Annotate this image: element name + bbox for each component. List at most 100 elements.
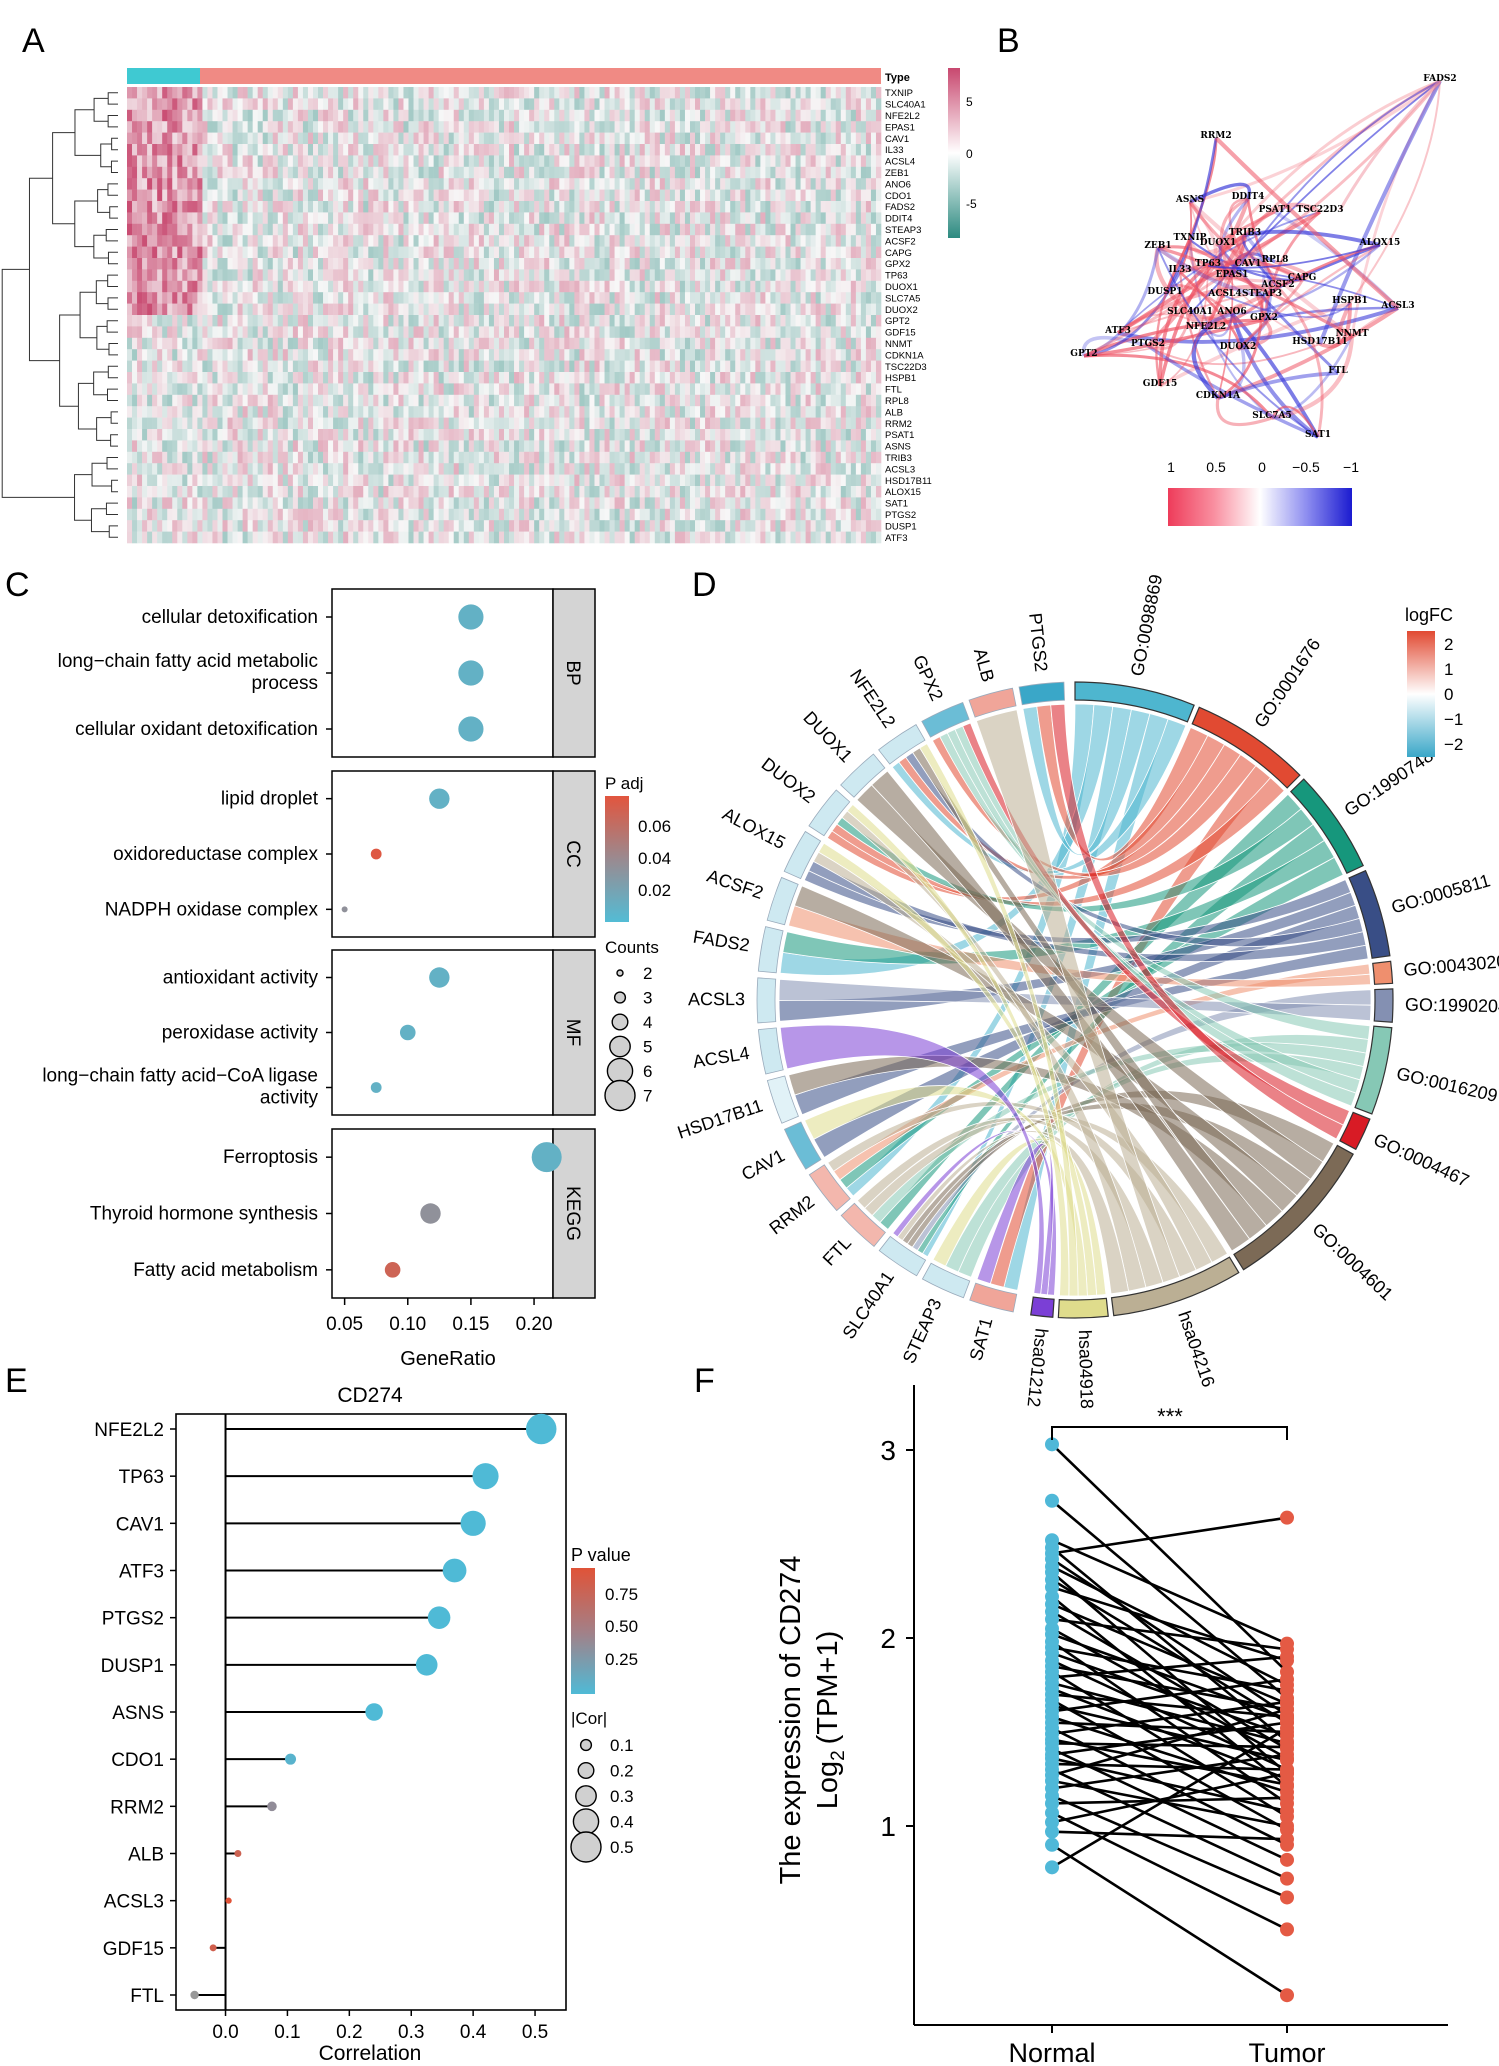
heatmap-cell: [353, 144, 359, 156]
heatmap-cell: [488, 144, 495, 156]
dendrogram-branch: [107, 251, 118, 265]
heatmap-cell: [725, 383, 731, 396]
heatmap-cell: [790, 429, 796, 441]
heatmap-cell: [232, 178, 238, 190]
heatmap-cell: [443, 280, 450, 293]
heatmap-cell: [433, 451, 439, 464]
heatmap-cell: [730, 132, 736, 145]
heatmap-cell: [614, 406, 620, 418]
heatmap-cell: [272, 178, 279, 190]
heatmap-cell: [343, 303, 349, 316]
heatmap-cell: [207, 201, 213, 213]
heatmap-cell: [524, 109, 530, 122]
heatmap-cell: [262, 394, 269, 407]
heatmap-cell: [684, 372, 691, 384]
heatmap-cell: [378, 451, 384, 464]
heatmap-cell: [333, 451, 339, 464]
heatmap-cell: [850, 451, 857, 464]
heatmap-cell: [549, 372, 555, 384]
heatmap-cell: [483, 269, 490, 282]
heatmap-cell: [519, 280, 525, 293]
heatmap-cell: [157, 326, 163, 339]
heatmap-cell: [514, 98, 520, 111]
heatmap-cell: [745, 109, 751, 122]
heatmap-cell: [539, 383, 545, 396]
heatmap-cell: [684, 326, 691, 339]
heatmap-cell: [710, 440, 716, 453]
heatmap-cell: [534, 223, 540, 236]
heatmap-cell: [689, 201, 696, 213]
heatmap-cell: [378, 372, 384, 384]
heatmap-cell: [137, 383, 143, 396]
heatmap-cell: [725, 349, 731, 361]
heatmap-cell: [800, 178, 806, 190]
heatmap-cell: [544, 292, 550, 304]
heatmap-cell: [162, 417, 168, 430]
heatmap-cell: [534, 417, 540, 430]
heatmap-cell: [343, 166, 349, 179]
heatmap-cell: [353, 235, 359, 247]
heatmap-cell: [197, 223, 203, 236]
heatmap-cell: [358, 292, 364, 304]
heatmap-cell: [323, 429, 329, 441]
heatmap-cell: [715, 326, 721, 339]
heatmap-cell: [458, 98, 465, 111]
heatmap-cell: [524, 315, 530, 327]
heatmap-cell: [443, 315, 450, 327]
dendrogram-branch: [106, 457, 118, 470]
heatmap-cell: [132, 144, 138, 156]
heatmap-cell: [554, 178, 560, 190]
heatmap-cell: [137, 417, 143, 430]
heatmap-cell: [810, 201, 816, 213]
heatmap-cell: [659, 394, 666, 407]
heatmap-cell: [438, 212, 444, 225]
heatmap-cell: [624, 189, 630, 202]
heatmap-cell: [684, 349, 691, 361]
heatmap-cell: [177, 394, 183, 407]
heatmap-cell: [860, 315, 867, 327]
heatmap-cell: [468, 269, 475, 282]
heatmap-cell: [855, 326, 862, 339]
heatmap-cell: [182, 303, 188, 316]
heatmap-cell: [679, 144, 686, 156]
heatmap-cell: [579, 223, 585, 236]
heatmap-cell: [252, 98, 258, 111]
heatmap-cell: [463, 246, 470, 259]
heatmap-cell: [780, 349, 786, 361]
heatmap-cell: [855, 406, 862, 418]
heatmap-cell: [559, 212, 565, 225]
heatmap-cell: [297, 144, 304, 156]
heatmap-cell: [674, 292, 681, 304]
heatmap-cell: [725, 451, 731, 464]
heatmap-cell: [619, 155, 625, 168]
heatmap-cell: [433, 394, 439, 407]
heatmap-cell: [850, 394, 857, 407]
heatmap-cell: [825, 246, 832, 259]
heatmap-cell: [619, 121, 625, 133]
heatmap-cell: [232, 451, 238, 464]
heatmap-cell: [232, 166, 238, 179]
heatmap-cell: [473, 155, 480, 168]
heatmap-cell: [519, 394, 525, 407]
heatmap-cell: [810, 429, 816, 441]
heatmap-cell: [157, 394, 163, 407]
heatmap-cell: [634, 87, 641, 99]
heatmap-cell: [448, 144, 455, 156]
heatmap-cell: [619, 109, 625, 122]
heatmap-cell: [634, 235, 641, 247]
heatmap-cell: [544, 121, 550, 133]
heatmap-cell: [589, 87, 595, 99]
heatmap-cell: [388, 394, 394, 407]
heatmap-cell: [212, 132, 218, 145]
heatmap-cell: [519, 440, 525, 453]
heatmap-cell: [790, 189, 796, 202]
heatmap-cell: [242, 372, 248, 384]
heatmap-cell: [549, 223, 555, 236]
heatmap-cell: [745, 132, 751, 145]
heatmap-cell: [830, 166, 837, 179]
heatmap-cell: [413, 394, 419, 407]
heatmap-cell: [343, 280, 349, 293]
heatmap-cell: [614, 155, 620, 168]
heatmap-cell: [242, 383, 248, 396]
heatmap-cell: [534, 166, 540, 179]
